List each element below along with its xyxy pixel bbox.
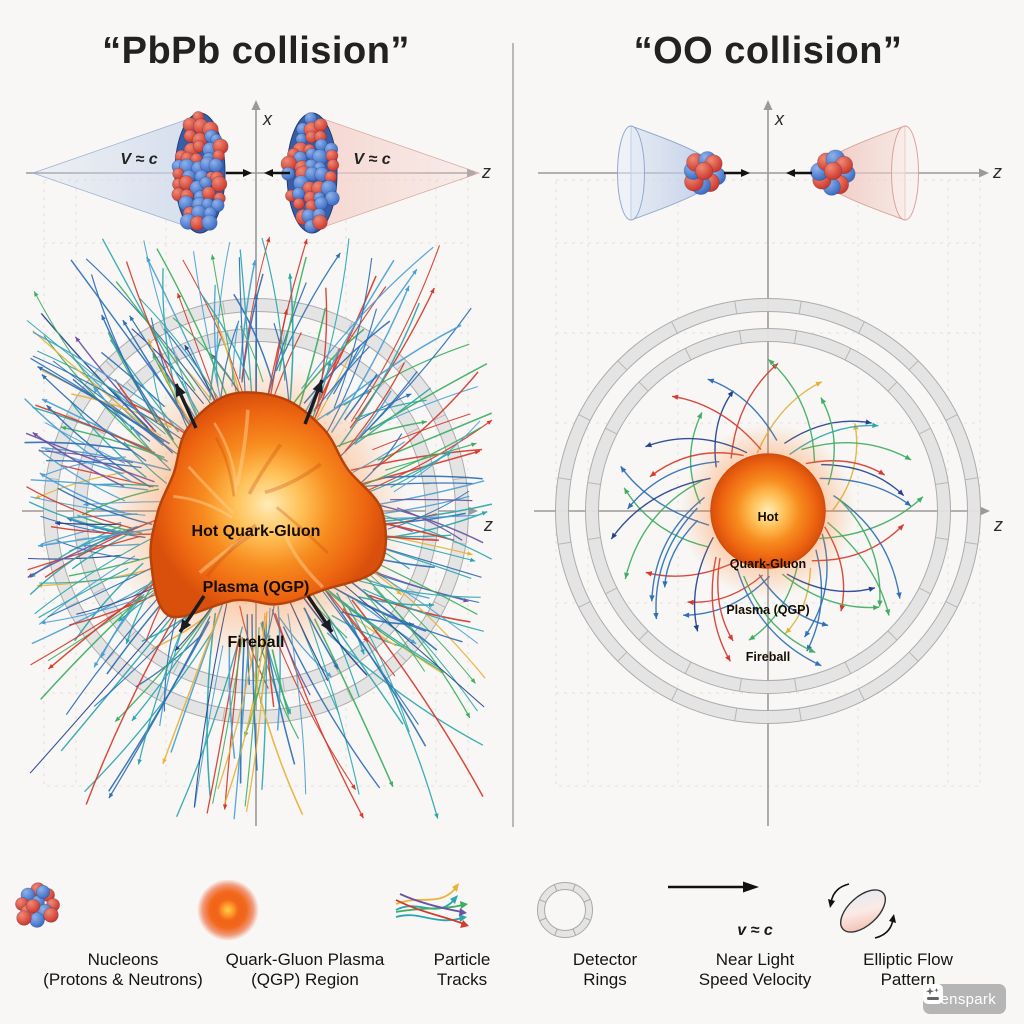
nucleons-icon [15,882,60,928]
legend-item-nucleons: Nucleons (Protons & Neutrons) [13,880,233,990]
detector-rings-icon [537,882,593,938]
legend-text: Elliptic Flow [863,950,953,969]
oo-beams [617,125,919,221]
legend-item-detector-rings: Detector Rings [535,880,675,990]
velocity-icon [668,881,759,893]
legend-text: Particle [433,950,491,969]
right-detector-rings [555,298,981,724]
legend-item-particle-tracks: Particle Tracks [392,880,532,990]
legend-text: Speed Velocity [698,970,812,989]
z-axis-label-left-top: z [482,162,491,182]
legend-label-qgp: Quark-Gluon Plasma (QGP) Region [195,950,415,990]
legend-item-qgp: Quark-Gluon Plasma (QGP) Region [195,880,415,990]
right-fireball-line1: Hot [757,510,779,524]
z-axis-label-right-main: z [994,515,1003,535]
left-fireball [104,359,408,663]
legend-text: Detector [572,950,638,969]
z-axis-label-right-top: z [993,162,1002,182]
legend-label-particle-tracks: Particle Tracks [392,950,532,990]
left-fireball-caption: Hot Quark-Gluon Plasma (QGP) Fireball [151,486,361,690]
oo-nucleus [683,151,726,195]
qgp-icon [197,880,259,941]
legend-text: Pattern [880,970,936,989]
legend-label-nucleons: Nucleons (Protons & Neutrons) [13,950,233,990]
elliptic-flow-icon [828,883,896,939]
legend-text: Tracks [436,970,488,989]
legend-item-velocity: v ≈ c Near Light Speed Velocity [665,880,845,990]
x-axis-label-right: x [775,109,784,129]
left-panel-title: “PbPb collision” [102,30,410,72]
velocity-icon-label: v ≈ c [737,922,773,939]
legend-label-elliptic-flow: Elliptic Flow Pattern [823,950,993,990]
genspark-logo-icon [922,984,943,1004]
beam-velocity-label-left: V ≈ c [120,151,158,168]
left-fireball-line3: Fireball [227,634,285,651]
right-fireball-line2: Quark-Gluon [729,556,807,571]
particle-tracks-icon [395,883,469,928]
legend-label-detector-rings: Detector Rings [535,950,675,990]
legend-text: Quark-Gluon Plasma [225,950,385,969]
legend-text: (QGP) Region [251,970,359,989]
legend-item-elliptic-flow: Elliptic Flow Pattern [823,880,993,990]
watermark-text: Genspark [928,990,996,1008]
left-fireball-line1: Hot Quark-Gluon [191,523,321,540]
x-axis-label-left: x [263,109,272,129]
legend-text: (Protons & Neutrons) [43,970,203,989]
left-fireball-line2: Plasma (QGP) [202,578,310,596]
legend-text: Nucleons [87,950,159,969]
right-fireball-line3: Plasma (QGP) [726,603,810,617]
z-axis-label-left-main: z [484,515,493,535]
legend-text: Near Light [715,950,795,969]
right-fireball-caption: Hot Quark-Gluon Plasma (QGP) Fireball [703,479,833,696]
legend-text: Rings [583,970,627,989]
right-fireball [680,423,856,599]
oo-nucleus [810,149,856,196]
genspark-watermark: Genspark [922,984,1006,1014]
legend-label-velocity: Near Light Speed Velocity [665,950,845,990]
right-panel-title: “OO collision” [633,30,903,72]
expansion-arrows [174,379,334,633]
right-fireball-line4: Fireball [745,649,791,664]
beam-velocity-label-right: V ≈ c [353,151,391,168]
pbpb-beams [31,111,481,234]
